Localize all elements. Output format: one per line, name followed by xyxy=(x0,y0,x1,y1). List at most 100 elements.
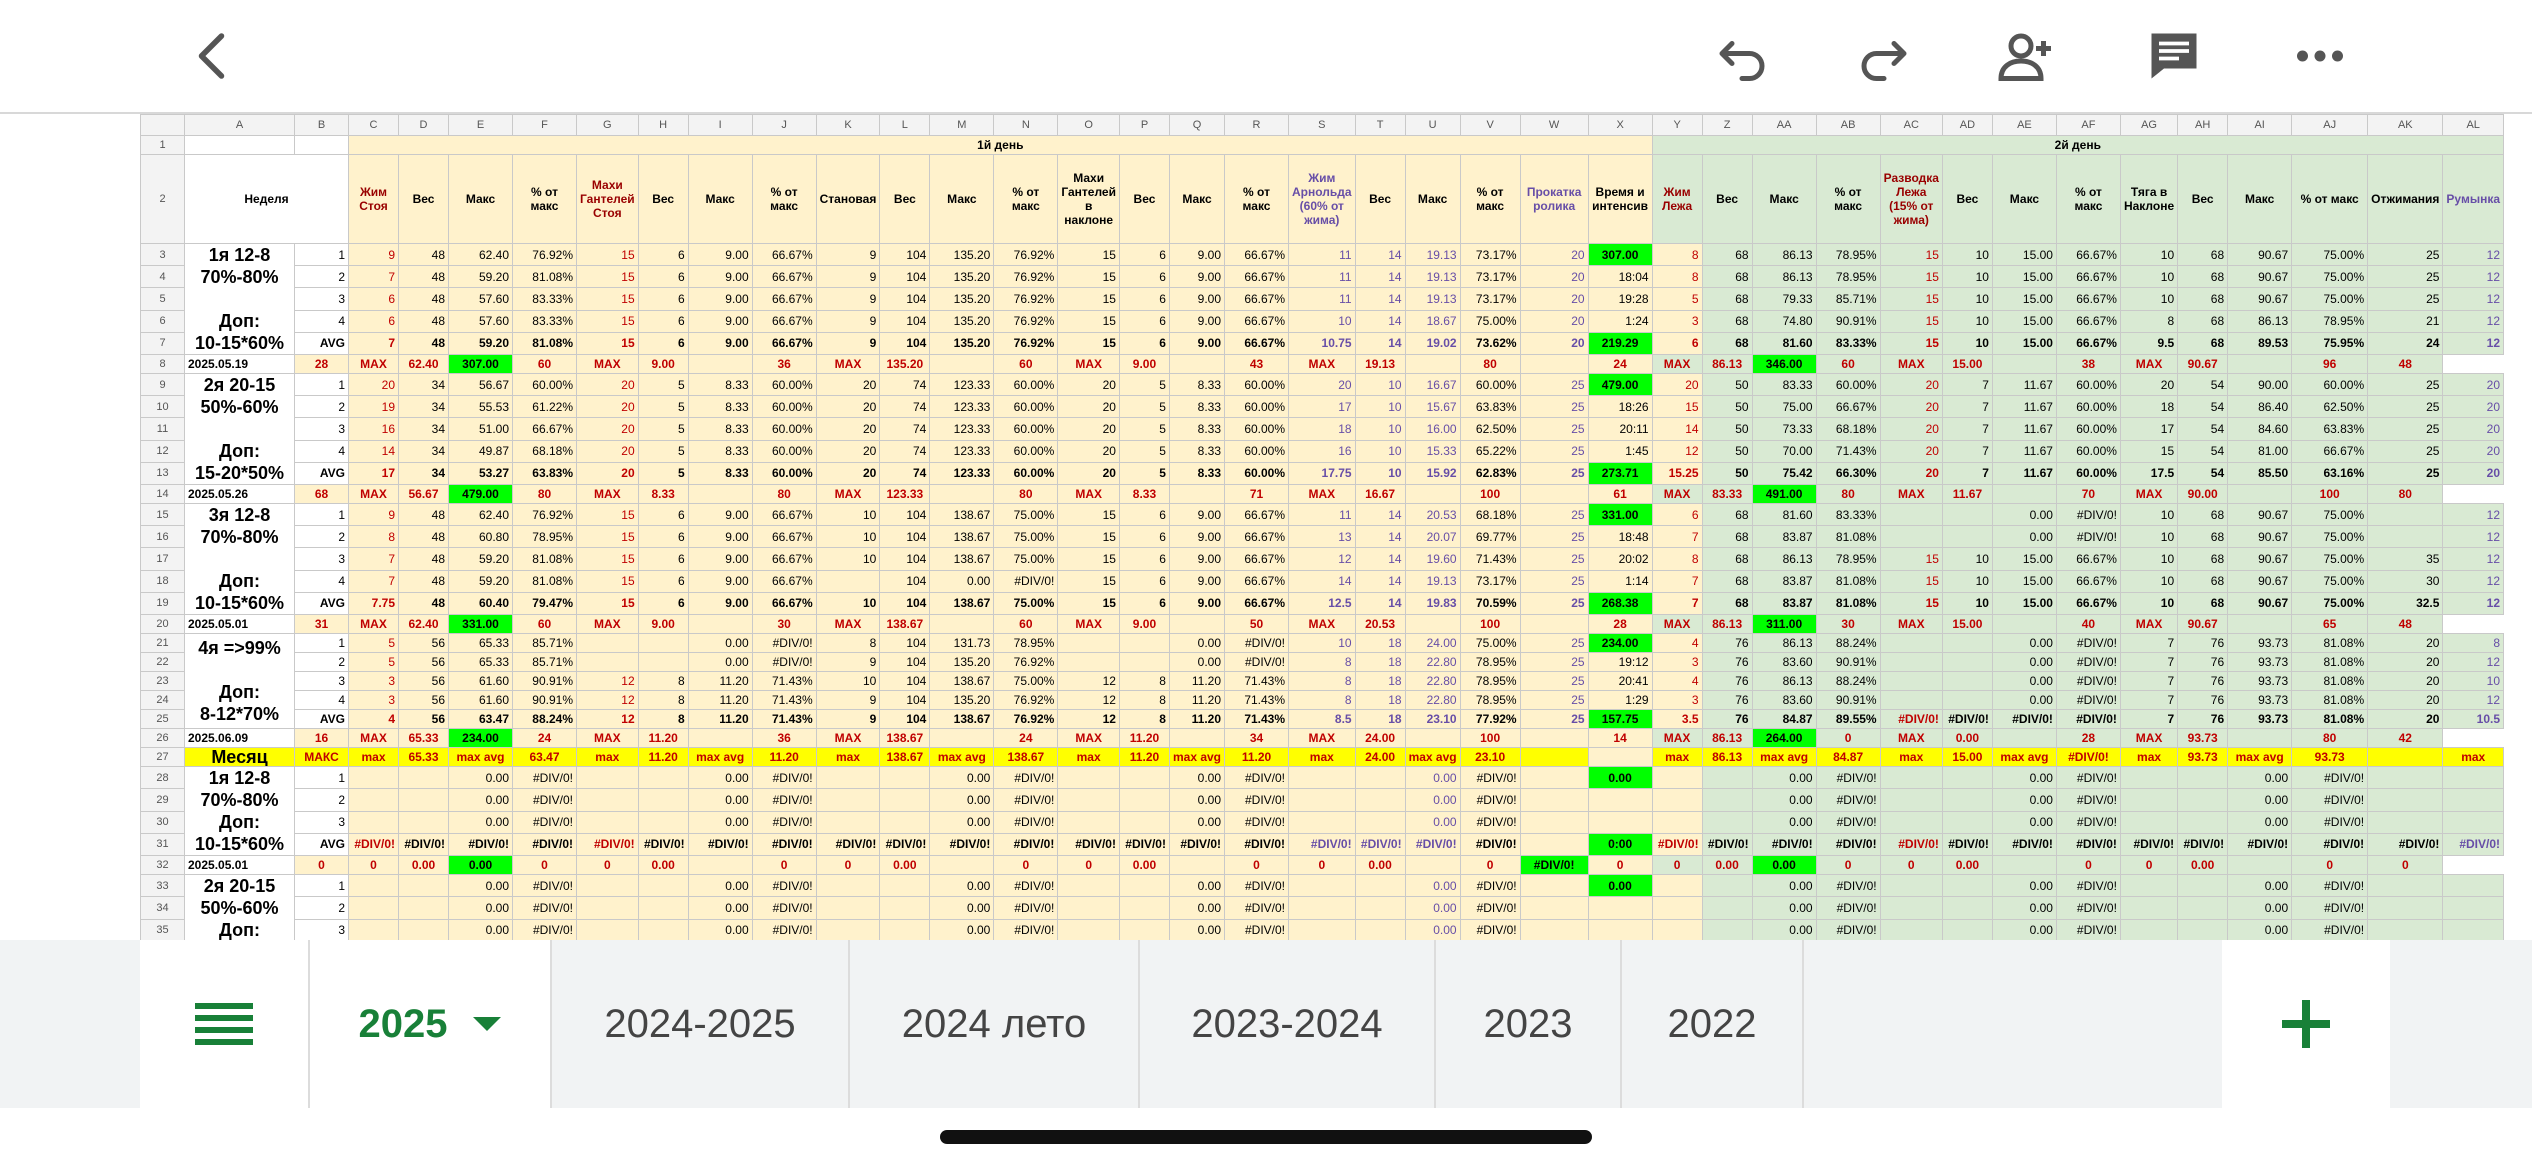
cell[interactable]: 81.08% xyxy=(512,547,577,571)
cell[interactable]: 15 xyxy=(576,331,639,356)
cell[interactable]: 25 xyxy=(1519,417,1589,441)
row-header[interactable]: 33 xyxy=(140,873,185,898)
cell[interactable]: 104 xyxy=(879,525,931,549)
cell[interactable]: 19.13 xyxy=(1404,569,1461,593)
cell[interactable]: 66.67% xyxy=(1224,309,1290,333)
cell[interactable]: 15.00 xyxy=(1991,569,2057,593)
cell[interactable]: 15 xyxy=(576,547,639,571)
column-title[interactable]: Жим Стоя xyxy=(348,154,399,244)
cell[interactable]: 5 xyxy=(1118,461,1170,486)
cell[interactable]: 75.00 xyxy=(1751,395,1817,419)
cell[interactable]: 17 xyxy=(348,461,399,486)
cell[interactable]: 15.00 xyxy=(1941,354,1993,374)
cell[interactable]: 9.00 xyxy=(687,309,753,333)
cell[interactable]: MAX xyxy=(1879,728,1943,748)
cell[interactable]: 22.80 xyxy=(1404,690,1461,710)
cell[interactable]: 6 xyxy=(637,547,689,571)
cell[interactable] xyxy=(1519,747,1589,767)
cell[interactable]: #DIV/0! xyxy=(2055,896,2121,920)
cell[interactable]: 9.00 xyxy=(637,354,689,374)
cell[interactable]: 15 xyxy=(1057,591,1120,616)
cell[interactable]: #DIV/0! xyxy=(993,788,1059,812)
cell[interactable]: 20 xyxy=(2442,439,2504,463)
cell[interactable]: 56 xyxy=(398,671,449,691)
cell[interactable]: 83.60 xyxy=(1751,652,1817,672)
cell[interactable]: 14 xyxy=(1354,287,1406,311)
cell[interactable]: max avg xyxy=(448,747,513,767)
cell[interactable]: 8.33 xyxy=(687,372,753,397)
cell[interactable]: 0.00 xyxy=(1991,633,2057,653)
cell[interactable]: 18 xyxy=(1354,671,1406,691)
cell[interactable]: 12 xyxy=(1651,439,1703,463)
cell[interactable]: 75.00% xyxy=(993,671,1059,691)
row-header[interactable]: 5 xyxy=(140,287,185,311)
cell[interactable]: 8 xyxy=(1651,547,1703,571)
cell[interactable]: 24 xyxy=(993,728,1059,748)
cell[interactable] xyxy=(815,765,881,790)
cell[interactable]: 9 xyxy=(815,242,881,267)
cell[interactable]: 25 xyxy=(1519,709,1589,729)
cell[interactable]: 20:02 xyxy=(1587,547,1653,571)
cell[interactable]: 15 xyxy=(576,569,639,593)
cell[interactable]: 0.00 xyxy=(1991,502,2057,527)
cell[interactable]: 20 xyxy=(1519,242,1589,267)
cell[interactable]: #DIV/0! xyxy=(2291,896,2369,920)
cell[interactable]: 0.00 xyxy=(1587,765,1653,790)
row-header[interactable]: 15 xyxy=(140,502,185,527)
cell[interactable]: 66.67% xyxy=(1224,525,1290,549)
cell[interactable]: 24 xyxy=(512,728,577,748)
cell[interactable]: 80 xyxy=(512,484,577,504)
cell[interactable]: 0.00 xyxy=(1751,896,1817,920)
cell[interactable]: 15.00 xyxy=(1991,331,2057,356)
cell[interactable]: #DIV/0! xyxy=(2055,918,2121,940)
cell[interactable]: 6 xyxy=(1118,265,1170,289)
cell[interactable]: 90.67 xyxy=(2227,525,2293,549)
cell[interactable]: 10 xyxy=(2442,671,2504,691)
cell[interactable]: 63.16% xyxy=(2291,461,2369,486)
cell[interactable] xyxy=(2367,747,2444,767)
cell[interactable]: 6 xyxy=(1651,502,1703,527)
cell[interactable]: #DIV/0! xyxy=(2291,832,2369,857)
cell[interactable]: 0.00 xyxy=(1404,896,1461,920)
cell[interactable]: 1 xyxy=(294,633,349,653)
cell[interactable]: 80 xyxy=(751,484,817,504)
cell[interactable]: 0.00 xyxy=(879,855,931,875)
cell[interactable] xyxy=(929,354,995,374)
cell[interactable]: 68 xyxy=(2177,525,2229,549)
cell[interactable]: #DIV/0! xyxy=(512,896,577,920)
column-title[interactable]: Макс xyxy=(448,154,513,244)
cell[interactable] xyxy=(1587,747,1653,767)
cell[interactable]: 90.67 xyxy=(2177,614,2229,634)
cell[interactable] xyxy=(1118,633,1170,653)
cell[interactable]: 66.67% xyxy=(1224,242,1290,267)
cell[interactable] xyxy=(2367,896,2444,920)
cell[interactable]: 7.75 xyxy=(348,591,399,616)
cell[interactable] xyxy=(1354,765,1406,790)
cell[interactable]: 14 xyxy=(1354,502,1406,527)
cell[interactable]: 10 xyxy=(2119,265,2179,289)
cell[interactable]: 76.92% xyxy=(512,502,577,527)
cell[interactable] xyxy=(1879,525,1943,549)
cell[interactable]: 0.00 xyxy=(687,788,753,812)
cell[interactable]: 25 xyxy=(1519,671,1589,691)
cell[interactable]: #DIV/0! xyxy=(1459,832,1521,857)
cell[interactable]: 20 xyxy=(2442,372,2504,397)
column-title[interactable]: Румынка xyxy=(2442,154,2504,244)
cell[interactable]: 18:48 xyxy=(1587,525,1653,549)
cell[interactable]: 40 xyxy=(2055,614,2121,634)
cell[interactable]: 75.00% xyxy=(993,547,1059,571)
cell[interactable]: 0 xyxy=(993,855,1059,875)
cell[interactable]: 20 xyxy=(815,439,881,463)
cell[interactable]: 15 xyxy=(1057,569,1120,593)
row-header[interactable]: 21 xyxy=(140,633,185,653)
cell[interactable] xyxy=(879,873,931,898)
cell[interactable]: #DIV/0! xyxy=(1815,918,1881,940)
cell[interactable]: 68 xyxy=(2177,502,2229,527)
cell[interactable] xyxy=(2227,614,2293,634)
cell[interactable]: 0.00 xyxy=(1404,918,1461,940)
cell[interactable]: 56 xyxy=(398,690,449,710)
column-title[interactable]: Макс xyxy=(1751,154,1817,244)
cell[interactable]: 60.00% xyxy=(993,395,1059,419)
cell[interactable]: 20 xyxy=(1879,395,1943,419)
cell[interactable]: 8 xyxy=(1118,690,1170,710)
